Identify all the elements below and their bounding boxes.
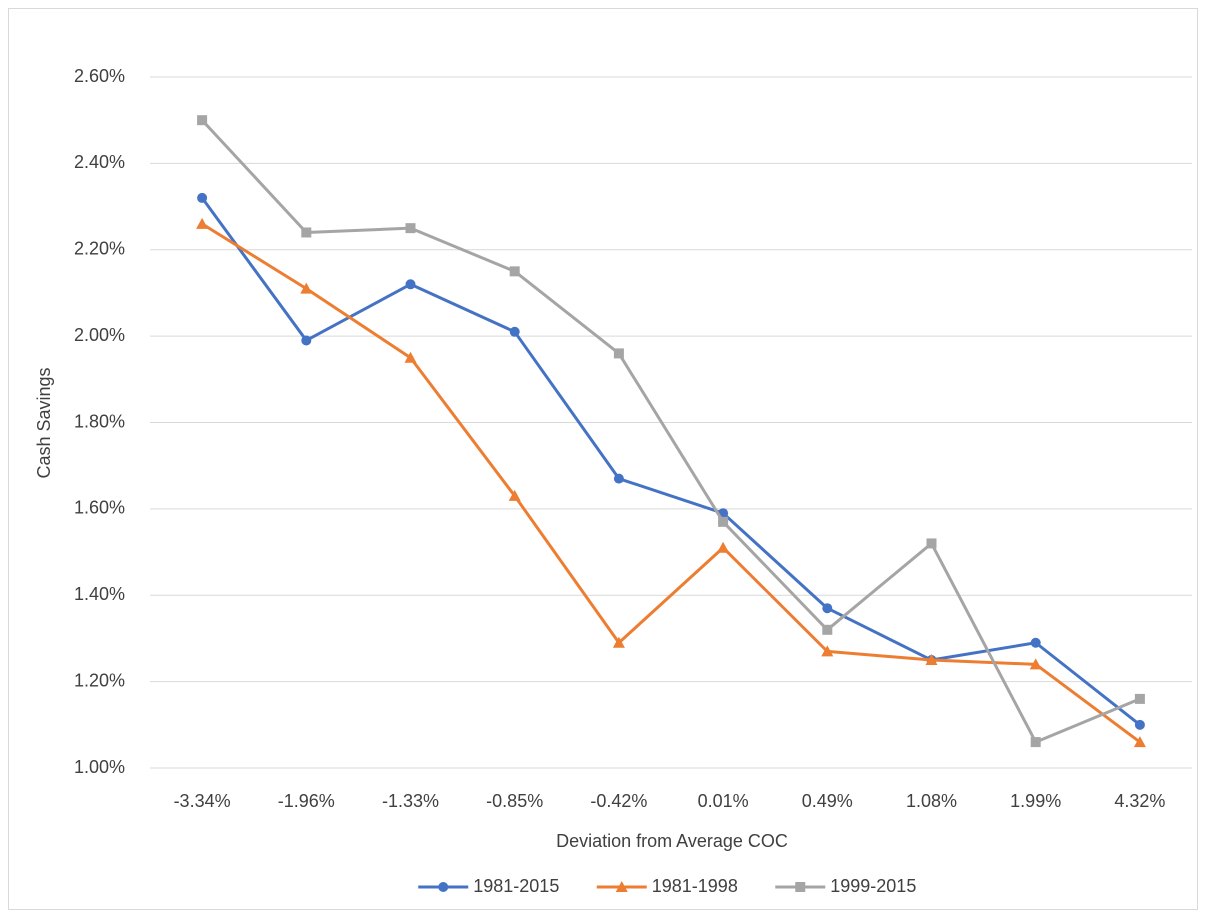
y-tick-label: 2.40%	[74, 152, 125, 172]
x-tick-label: -0.85%	[486, 791, 543, 811]
data-point	[613, 473, 624, 484]
data-point	[821, 645, 834, 657]
x-tick-label: -0.42%	[590, 791, 647, 811]
series-line	[200, 197, 1141, 726]
y-axis-label: Cash Savings	[34, 367, 54, 478]
data-point	[301, 227, 312, 238]
data-point	[405, 279, 416, 290]
x-tick-label: 1.99%	[1010, 791, 1061, 811]
data-point	[1134, 693, 1145, 704]
data-point	[196, 217, 209, 229]
x-tick-label: -3.34%	[174, 791, 231, 811]
data-point	[1030, 637, 1041, 648]
data-point	[404, 351, 417, 363]
data-point	[822, 624, 833, 635]
x-tick-label: -1.33%	[382, 791, 439, 811]
x-tick-label: 0.01%	[698, 791, 749, 811]
data-point	[926, 538, 937, 549]
data-point	[1133, 736, 1146, 748]
y-tick-label: 1.80%	[74, 411, 125, 431]
data-point	[925, 654, 938, 666]
y-tick-label: 2.60%	[74, 66, 125, 86]
x-tick-label: 4.32%	[1114, 791, 1165, 811]
legend-marker	[795, 882, 806, 892]
y-tick-label: 1.40%	[74, 584, 125, 604]
legend-marker	[615, 881, 628, 892]
data-point	[613, 348, 624, 359]
data-point	[717, 541, 730, 553]
data-point	[197, 115, 208, 126]
y-tick-label: 2.00%	[74, 325, 125, 345]
data-point	[405, 223, 416, 234]
chart-frame	[8, 8, 1198, 910]
series-line	[201, 119, 1141, 744]
data-point	[509, 266, 520, 277]
y-tick-label: 1.20%	[74, 670, 125, 690]
data-point	[197, 192, 208, 203]
legend-label: 1981-1998	[652, 876, 738, 896]
data-point	[509, 326, 520, 337]
data-point	[718, 516, 729, 527]
legend-marker	[438, 882, 449, 892]
legend-label: 1981-2015	[473, 876, 559, 896]
data-point	[301, 335, 312, 346]
y-tick-label: 1.60%	[74, 498, 125, 518]
data-point	[508, 489, 521, 501]
series-line	[201, 222, 1141, 744]
legend-label: 1999-2015	[830, 876, 916, 896]
data-point	[1029, 658, 1042, 670]
x-tick-label: 0.49%	[802, 791, 853, 811]
x-axis-label: Deviation from Average COC	[556, 831, 788, 851]
data-point	[1030, 737, 1041, 748]
data-point	[822, 603, 833, 614]
x-tick-label: -1.96%	[278, 791, 335, 811]
y-tick-label: 1.00%	[74, 757, 125, 777]
x-tick-label: 1.08%	[906, 791, 957, 811]
data-point	[300, 282, 313, 294]
data-point	[612, 636, 625, 648]
data-point	[1134, 719, 1145, 730]
y-tick-label: 2.20%	[74, 239, 125, 259]
